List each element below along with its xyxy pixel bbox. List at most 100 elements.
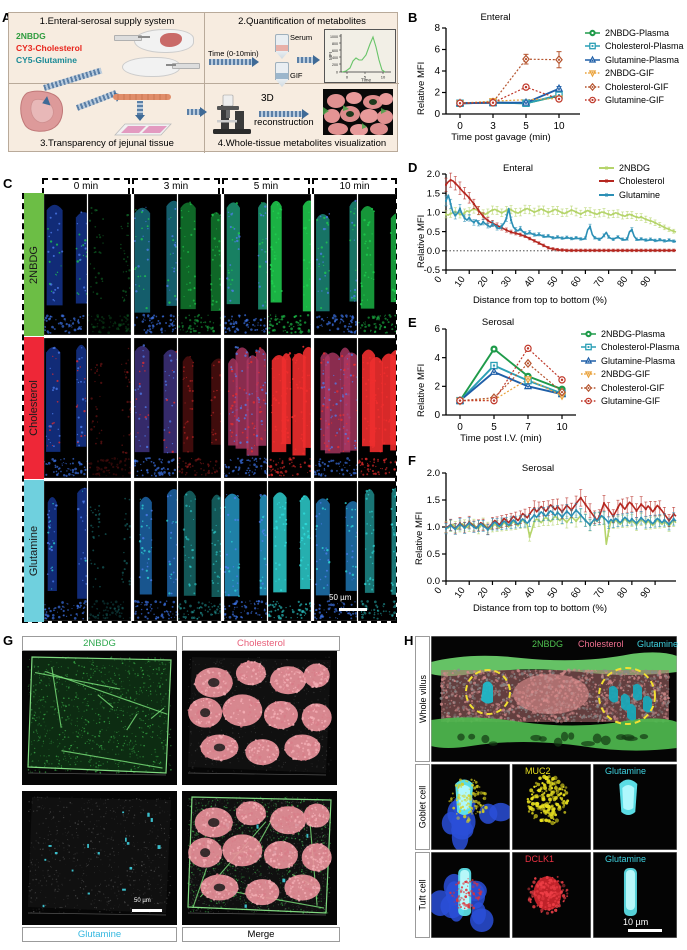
legend-item: Glutamine-GIF <box>584 94 684 108</box>
culture-plate-illustration <box>111 121 173 137</box>
panel-d-title: Enteral <box>502 163 534 174</box>
panel-h-marker-dclk1: DCLK1 <box>525 854 555 864</box>
panel-c-scale-text: 50 µm <box>329 593 352 602</box>
panel-d-plot-area: -0.5 0.0 0.5 1.0 1.5 2.0 0 10 20 30 40 50 60 70 80 90 <box>424 169 677 289</box>
panel-b-xlabel: Time post gavage (min) <box>451 132 551 143</box>
legend-marker-icon <box>599 166 614 170</box>
panel-c-timepoint-header-0: 0 min <box>42 178 130 194</box>
arrow-to-microscope <box>187 109 201 115</box>
arrow-head-to-microscope <box>200 107 207 117</box>
svg-text:10: 10 <box>453 585 468 600</box>
svg-text:3: 3 <box>490 121 496 132</box>
svg-text:0: 0 <box>457 422 463 433</box>
svg-text:1.0: 1.0 <box>427 522 440 533</box>
panel-a-quadrant4-title: 4.Whole-tissue metabolites visualization <box>217 138 387 149</box>
legend-item: Cholesterol-Plasma <box>584 40 684 54</box>
panel-f-plot-area: 0.0 0.5 1.0 1.5 2.0 0 10 20 30 40 50 60 70 80 90 <box>427 468 677 600</box>
svg-text:0: 0 <box>434 109 440 120</box>
legend-label: Cholesterol-Plasma <box>601 342 680 353</box>
tracer-label-2nbdg: 2NBDG <box>16 31 46 41</box>
legend-item: Cholesterol-Plasma <box>580 341 680 355</box>
svg-text:7: 7 <box>525 422 531 433</box>
mouse-illustration-serosal <box>114 53 200 79</box>
svg-text:0.0: 0.0 <box>427 576 440 587</box>
panel-b-legend: 2NBDG-Plasma Cholesterol-Plasma Glutamine-… <box>584 26 684 107</box>
svg-text:5: 5 <box>364 75 367 80</box>
panel-c-scale-bar <box>339 608 367 611</box>
panel-c-body: 2NBDG Cholesterol Glutamine 50 µm <box>22 193 397 623</box>
svg-text:2: 2 <box>434 382 440 393</box>
legend-marker-icon <box>599 179 614 183</box>
mfi-inset-svg: 1000 800 600 400 200 0 0 5 10 Time MFI <box>328 34 391 83</box>
panel-h-legend-cholesterol: Cholesterol <box>578 639 624 649</box>
panel-h-cell-types: Whole villus Goblet cell Tuft cell 2NBDG… <box>415 636 678 942</box>
panel-b-plot-area: 0 2 4 6 8 0 3 5 10 <box>434 23 580 132</box>
panel-c-row-label-2nbdg: 2NBDG <box>24 193 44 336</box>
svg-text:5: 5 <box>491 422 497 433</box>
svg-text:30: 30 <box>499 274 514 289</box>
panel-a-serum-label: Serum <box>290 33 313 42</box>
legend-label: 2NBDG-Plasma <box>605 27 670 38</box>
panel-a-3d-preview-image <box>323 89 393 136</box>
svg-text:5: 5 <box>523 121 529 132</box>
panel-h-legend-2nbdg: 2NBDG <box>532 639 564 649</box>
legend-item: Cholesterol-GIF <box>584 80 684 94</box>
svg-text:0.5: 0.5 <box>427 549 440 560</box>
legend-label: 2NBDG-GIF <box>605 68 655 79</box>
svg-text:60: 60 <box>569 585 584 600</box>
panel-d-legend: 2NBDG Cholesterol Glutamine <box>598 161 665 202</box>
svg-text:4: 4 <box>434 66 440 77</box>
panel-c-timepoint-header-2: 5 min <box>222 178 310 194</box>
panel-g-caption-merge: Merge <box>182 927 340 942</box>
legend-item: Cholesterol <box>598 175 665 189</box>
legend-item: Glutamine-Plasma <box>584 53 684 67</box>
legend-marker-icon <box>585 70 600 78</box>
panel-b-chart: Enteral Relative MFI 0 2 4 6 8 0 3 5 10 Time pos… <box>408 10 687 150</box>
svg-text:2: 2 <box>434 88 440 99</box>
panel-g-caption-glutamine: Glutamine <box>22 927 177 942</box>
panel-a-quadrant2-title: 2.Quantification of metabolites <box>238 16 366 27</box>
jejunum-strip-illustration <box>113 89 171 100</box>
panel-a-reconstruction-label: reconstruction <box>254 117 314 128</box>
legend-item: Glutamine <box>598 188 665 202</box>
svg-text:2.0: 2.0 <box>427 468 440 479</box>
panel-a-quadrant3-title: 3.Transparency of jejunal tissue <box>40 138 174 149</box>
legend-marker-icon <box>581 356 596 364</box>
arrow-to-inset <box>297 57 313 63</box>
panel-c-timepoint-header-3: 10 min <box>312 178 397 194</box>
legend-marker-icon <box>581 330 596 337</box>
svg-text:1.5: 1.5 <box>427 495 440 506</box>
svg-text:30: 30 <box>499 585 514 600</box>
legend-marker-icon <box>585 42 600 50</box>
svg-text:60: 60 <box>569 274 584 289</box>
panel-c-label: C <box>3 176 13 191</box>
legend-item: 2NBDG-Plasma <box>584 26 684 40</box>
panel-h-marker-muc2: MUC2 <box>525 766 551 776</box>
panel-h-images <box>431 636 677 938</box>
svg-text:0: 0 <box>336 71 338 75</box>
arrow-to-tissue <box>75 90 118 111</box>
legend-item: Glutamine-GIF <box>580 395 680 409</box>
panel-c-microscopy-grid: 0 min 3 min 5 min 10 min 2NBDG Cholester… <box>22 178 397 623</box>
legend-marker-icon <box>581 383 596 392</box>
svg-text:90: 90 <box>638 585 653 600</box>
arrow-loop-left <box>43 67 103 91</box>
svg-text:2.0: 2.0 <box>427 169 440 180</box>
legend-label: Cholesterol-GIF <box>605 81 669 92</box>
panel-c-images <box>44 194 396 621</box>
arrow-reconstruction <box>259 111 303 117</box>
panel-e-xlabel: Time post I.V. (min) <box>460 433 542 444</box>
svg-text:1000: 1000 <box>330 35 338 39</box>
legend-marker-icon <box>581 371 596 379</box>
svg-text:800: 800 <box>332 42 338 46</box>
svg-text:90: 90 <box>638 274 653 289</box>
panel-e-title: Serosal <box>481 317 515 328</box>
legend-label: Cholesterol <box>619 176 665 187</box>
panel-a-label: A <box>2 10 12 25</box>
panel-f-xlabel: Distance from top to bottom (%) <box>472 603 608 614</box>
panel-h-scale-text: 10 µm <box>623 917 649 927</box>
svg-text:40: 40 <box>522 274 537 289</box>
svg-text:50: 50 <box>546 585 561 600</box>
panel-g-3d-grid: 2NBDG Cholesterol Glutamine Merge 50 µm <box>22 636 340 942</box>
legend-label: Glutamine-GIF <box>601 396 661 407</box>
